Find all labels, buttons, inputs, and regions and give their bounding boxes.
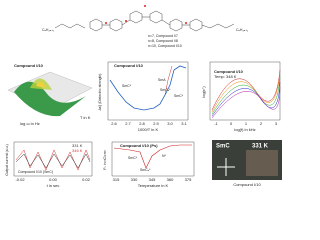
panel-title: Compound I/10 bbox=[14, 63, 44, 68]
x-tick-label: 345 bbox=[149, 177, 156, 182]
x-tick-label: 0.00 bbox=[49, 177, 58, 182]
x-axis-label: log ω in Hz bbox=[20, 121, 40, 126]
temperature-label: 331 K bbox=[252, 144, 269, 150]
legend-entry: 346 K bbox=[72, 148, 83, 153]
legend-entry: 331 K bbox=[72, 143, 83, 148]
caption: Compound I/10 (SmC) bbox=[18, 170, 53, 174]
dielectric-strength-panel: Compound I/10 Δε∥ (Dielectric strength) … bbox=[97, 61, 189, 132]
annotation: SmCₐ* bbox=[140, 168, 151, 172]
x-tick-label: 3 bbox=[275, 121, 278, 126]
y-axis-label: T in K bbox=[80, 115, 91, 120]
x-tick-label: 3.1 bbox=[181, 121, 187, 126]
annotation: N* bbox=[162, 154, 167, 158]
caption: Compound I/10 bbox=[233, 182, 261, 187]
panel-title: Compound I/10 bbox=[214, 69, 244, 74]
x-axis-label: Temperature in K bbox=[138, 183, 169, 188]
x-tick-label: 375 bbox=[185, 177, 192, 182]
panel-title: Compound I/10 bbox=[114, 63, 144, 68]
surface-panel: Compound I/10 log ω in Hz T in K bbox=[7, 63, 93, 126]
y-axis-label: Δε∥ (Dielectric strength) bbox=[97, 74, 102, 111]
x-tick-label: 315 bbox=[113, 177, 120, 182]
x-axis-label: 1000/T in K bbox=[138, 127, 159, 132]
x-tick-label: 0.02 bbox=[82, 177, 91, 182]
x-tick-label: 3.0 bbox=[167, 121, 173, 126]
x-axis-label: log(f) in kHz bbox=[234, 127, 255, 132]
annotation: SmC* bbox=[122, 84, 132, 88]
compound-label: n=10, Compound I/10 bbox=[148, 44, 182, 48]
x-tick-label: 2.7 bbox=[125, 121, 131, 126]
x-tick-label: 2.9 bbox=[153, 121, 159, 126]
annotation: SmC* bbox=[128, 156, 138, 160]
x-tick-label: 2 bbox=[260, 121, 263, 126]
x-tick-label: 1 bbox=[245, 121, 248, 126]
graphical-abstract: CₙH₂ₙ₊₁ CₙH₂ₙ₊₁ n=7, Compound I/7 n=8, C… bbox=[5, 5, 282, 188]
x-tick-label: 360 bbox=[167, 177, 174, 182]
current-panel: Output current (a.u.) t in sec -0.02 0.0… bbox=[5, 141, 93, 188]
texture-panel: SmC 331 K Compound I/10 bbox=[212, 140, 282, 187]
heteroatoms bbox=[105, 5, 187, 24]
annotation: SmA bbox=[158, 78, 166, 82]
panel-title: Compound I/10 (Ps) bbox=[120, 143, 158, 148]
right-chain: CₙH₂ₙ₊₁ bbox=[236, 28, 249, 32]
molecule bbox=[54, 10, 235, 32]
page: CₙH₂ₙ₊₁ CₙH₂ₙ₊₁ n=7, Compound I/7 n=8, C… bbox=[4, 5, 282, 189]
x-tick-label: 2.6 bbox=[111, 121, 117, 126]
x-axis-label: t in sec bbox=[47, 183, 60, 188]
x-tick-label: 2.8 bbox=[139, 121, 145, 126]
annotation: SmC* bbox=[174, 94, 184, 98]
x-tick-label: -0.02 bbox=[15, 177, 25, 182]
x-tick-label: -1 bbox=[214, 121, 218, 126]
compound-label: n=7, Compound I/7 bbox=[148, 34, 178, 38]
y-axis-label: Output current (a.u.) bbox=[5, 144, 9, 176]
y-axis-label: Pₛ in nC/cm² bbox=[103, 149, 107, 169]
y-axis-label: log(ε'') bbox=[201, 86, 206, 98]
panel-subtitle: Temp: 348 K bbox=[214, 74, 237, 79]
compound-label: n=8, Compound I/8 bbox=[148, 39, 178, 43]
polarization-panel: Compound I/10 (Ps) Pₛ in nC/cm² Temperat… bbox=[103, 141, 195, 188]
loss-spectra-panel: Compound I/10 Temp: 348 K log(ε'') log(f… bbox=[201, 61, 281, 132]
phase-label: SmC bbox=[216, 144, 230, 150]
x-tick-label: 330 bbox=[131, 177, 138, 182]
annotation: SmCₐ* bbox=[160, 88, 171, 92]
x-tick-label: 0 bbox=[230, 121, 233, 126]
left-chain: CₙH₂ₙ₊₁ bbox=[42, 28, 55, 32]
